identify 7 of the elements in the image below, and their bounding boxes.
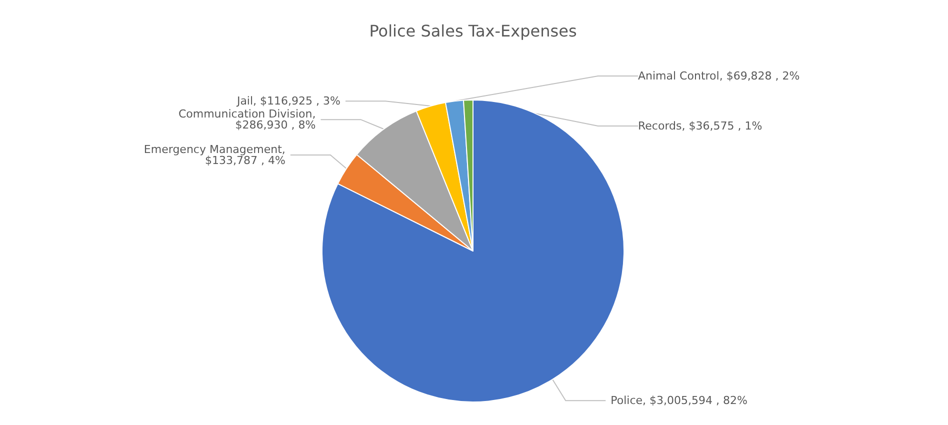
slice-label: Animal Control, $69,828 , 2%	[638, 70, 800, 82]
slice-label: Jail, $116,925 , 3%	[236, 94, 340, 108]
slice-label: Emergency Management, $133,787 , 4%	[144, 142, 286, 167]
chart-title: Police Sales Tax-Expenses	[369, 22, 577, 40]
slice-label: Police, $3,005,594 , 82%	[610, 394, 748, 408]
slice-label: Records, $36,575 , 1%	[638, 120, 762, 132]
slice-label: Communication Division, $286,930 , 8%	[178, 108, 316, 132]
